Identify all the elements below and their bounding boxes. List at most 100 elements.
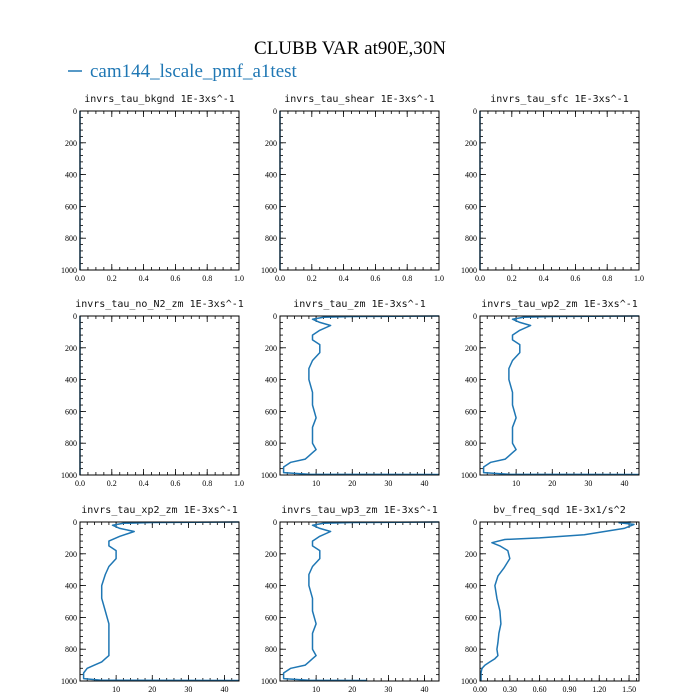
y-tick-label: 1000 [261, 471, 277, 480]
plot-frame [79, 315, 240, 476]
y-tick-label: 800 [65, 234, 77, 243]
x-tick-label: 10 [312, 685, 320, 694]
x-tick-label: 10 [312, 479, 320, 488]
x-tick-label: 0.0 [75, 479, 85, 488]
y-tick-label: 600 [265, 613, 277, 622]
x-tick-label: 40 [421, 479, 429, 488]
x-tick-label: 0.6 [370, 274, 380, 283]
x-tick-label: 0.4 [339, 274, 349, 283]
panel-title: invrs_tau_bkgnd 1E-3xs^-1 [84, 94, 235, 105]
y-tick-label: 200 [465, 139, 477, 148]
panel-6: invrs_tau_wp2_zm 1E-3xs^-1 0 200 400 600 800 1… [461, 299, 640, 488]
panel-title: invrs_tau_sfc 1E-3xs^-1 [490, 94, 628, 105]
y-tick-label: 200 [65, 139, 77, 148]
x-tick-label: 0.6 [170, 274, 180, 283]
y-tick-label: 800 [465, 439, 477, 448]
y-tick-label: 400 [265, 582, 277, 591]
x-tick-label: 1.50 [622, 685, 636, 694]
y-tick-label: 1000 [461, 677, 477, 686]
x-tick-label: 1.0 [234, 274, 244, 283]
x-tick-label: 0.2 [507, 274, 517, 283]
x-tick-label: 30 [184, 685, 192, 694]
panel-1: invrs_tau_bkgnd 1E-3xs^-1 0 200 400 600 800 10… [61, 94, 244, 283]
y-tick-label: 800 [265, 439, 277, 448]
x-tick-label: 0.2 [107, 479, 117, 488]
y-tick-label: 1000 [461, 471, 477, 480]
panel-title: invrs_tau_wp3_zm 1E-3xs^-1 [281, 505, 438, 516]
y-tick-label: 400 [465, 376, 477, 385]
x-tick-label: 0.2 [107, 274, 117, 283]
figure-title: CLUBB VAR at90E,30N [254, 38, 446, 59]
plot-frame [479, 315, 640, 476]
plot-frame [79, 521, 240, 682]
x-tick-label: 0.2 [307, 274, 317, 283]
x-tick-label: 0.30 [503, 685, 517, 694]
x-tick-label: 0.60 [533, 685, 547, 694]
y-tick-label: 200 [465, 550, 477, 559]
x-tick-label: 0.90 [562, 685, 576, 694]
plot-frame [479, 110, 640, 271]
x-tick-label: 10 [512, 479, 520, 488]
x-tick-label: 0.6 [570, 274, 580, 283]
y-tick-label: 400 [465, 582, 477, 591]
panel-3: invrs_tau_sfc 1E-3xs^-1 0 200 400 600 800 1000… [461, 94, 644, 283]
panel-5: invrs_tau_zm 1E-3xs^-1 0 200 400 600 800 1000 1… [261, 299, 440, 488]
x-tick-label: 0.00 [473, 685, 487, 694]
y-tick-label: 600 [265, 202, 277, 211]
x-tick-label: 20 [548, 479, 556, 488]
y-tick-label: 0 [473, 518, 477, 527]
x-tick-label: 10 [112, 685, 120, 694]
x-tick-label: 0.8 [602, 274, 612, 283]
x-tick-label: 0.0 [475, 274, 485, 283]
plot-frame [279, 521, 440, 682]
y-tick-label: 0 [73, 107, 77, 116]
y-tick-label: 1000 [61, 677, 77, 686]
x-tick-label: 0.8 [402, 274, 412, 283]
panel-2: invrs_tau_shear 1E-3xs^-1 0 200 400 600 800 10… [261, 94, 444, 283]
y-tick-label: 0 [273, 107, 277, 116]
panel-title: invrs_tau_wp2_zm 1E-3xs^-1 [481, 299, 638, 310]
y-tick-label: 200 [265, 344, 277, 353]
x-tick-label: 1.0 [634, 274, 644, 283]
x-tick-label: 20 [348, 479, 356, 488]
panel-4: invrs_tau_no_N2_zm 1E-3xs^-1 0 200 400 600 80… [61, 299, 244, 488]
x-tick-label: 0.4 [539, 274, 549, 283]
y-tick-label: 1000 [61, 471, 77, 480]
y-tick-label: 800 [265, 234, 277, 243]
y-tick-label: 400 [65, 582, 77, 591]
panel-title: invrs_tau_xp2_zm 1E-3xs^-1 [81, 505, 238, 516]
y-tick-label: 400 [265, 376, 277, 385]
y-tick-label: 400 [265, 171, 277, 180]
x-tick-label: 30 [384, 479, 392, 488]
series-line [282, 521, 440, 682]
series-line [480, 521, 635, 681]
x-tick-label: 40 [421, 685, 429, 694]
series-line [482, 315, 640, 476]
series-line [82, 521, 240, 682]
panel-title: invrs_tau_shear 1E-3xs^-1 [284, 94, 435, 105]
series-line [282, 315, 440, 476]
y-tick-label: 0 [473, 312, 477, 321]
y-tick-label: 200 [65, 344, 77, 353]
y-tick-label: 0 [273, 312, 277, 321]
x-tick-label: 1.0 [434, 274, 444, 283]
y-tick-label: 600 [65, 407, 77, 416]
y-tick-label: 800 [265, 645, 277, 654]
panel-title: invrs_tau_zm 1E-3xs^-1 [293, 299, 425, 310]
panel-8: invrs_tau_wp3_zm 1E-3xs^-1 0 200 400 600 800 1… [261, 505, 440, 694]
y-tick-label: 600 [465, 613, 477, 622]
y-tick-label: 800 [65, 645, 77, 654]
x-tick-label: 0.4 [139, 274, 149, 283]
y-tick-label: 200 [265, 550, 277, 559]
y-tick-label: 1000 [261, 677, 277, 686]
panel-7: invrs_tau_xp2_zm 1E-3xs^-1 0 200 400 600 800 1… [61, 505, 240, 694]
y-tick-label: 800 [465, 234, 477, 243]
x-tick-label: 0.0 [275, 274, 285, 283]
y-tick-label: 600 [65, 613, 77, 622]
y-tick-label: 200 [465, 344, 477, 353]
panel-title: invrs_tau_no_N2_zm 1E-3xs^-1 [75, 299, 244, 310]
x-tick-label: 40 [621, 479, 629, 488]
y-tick-label: 600 [465, 202, 477, 211]
plot-frame [279, 315, 440, 476]
